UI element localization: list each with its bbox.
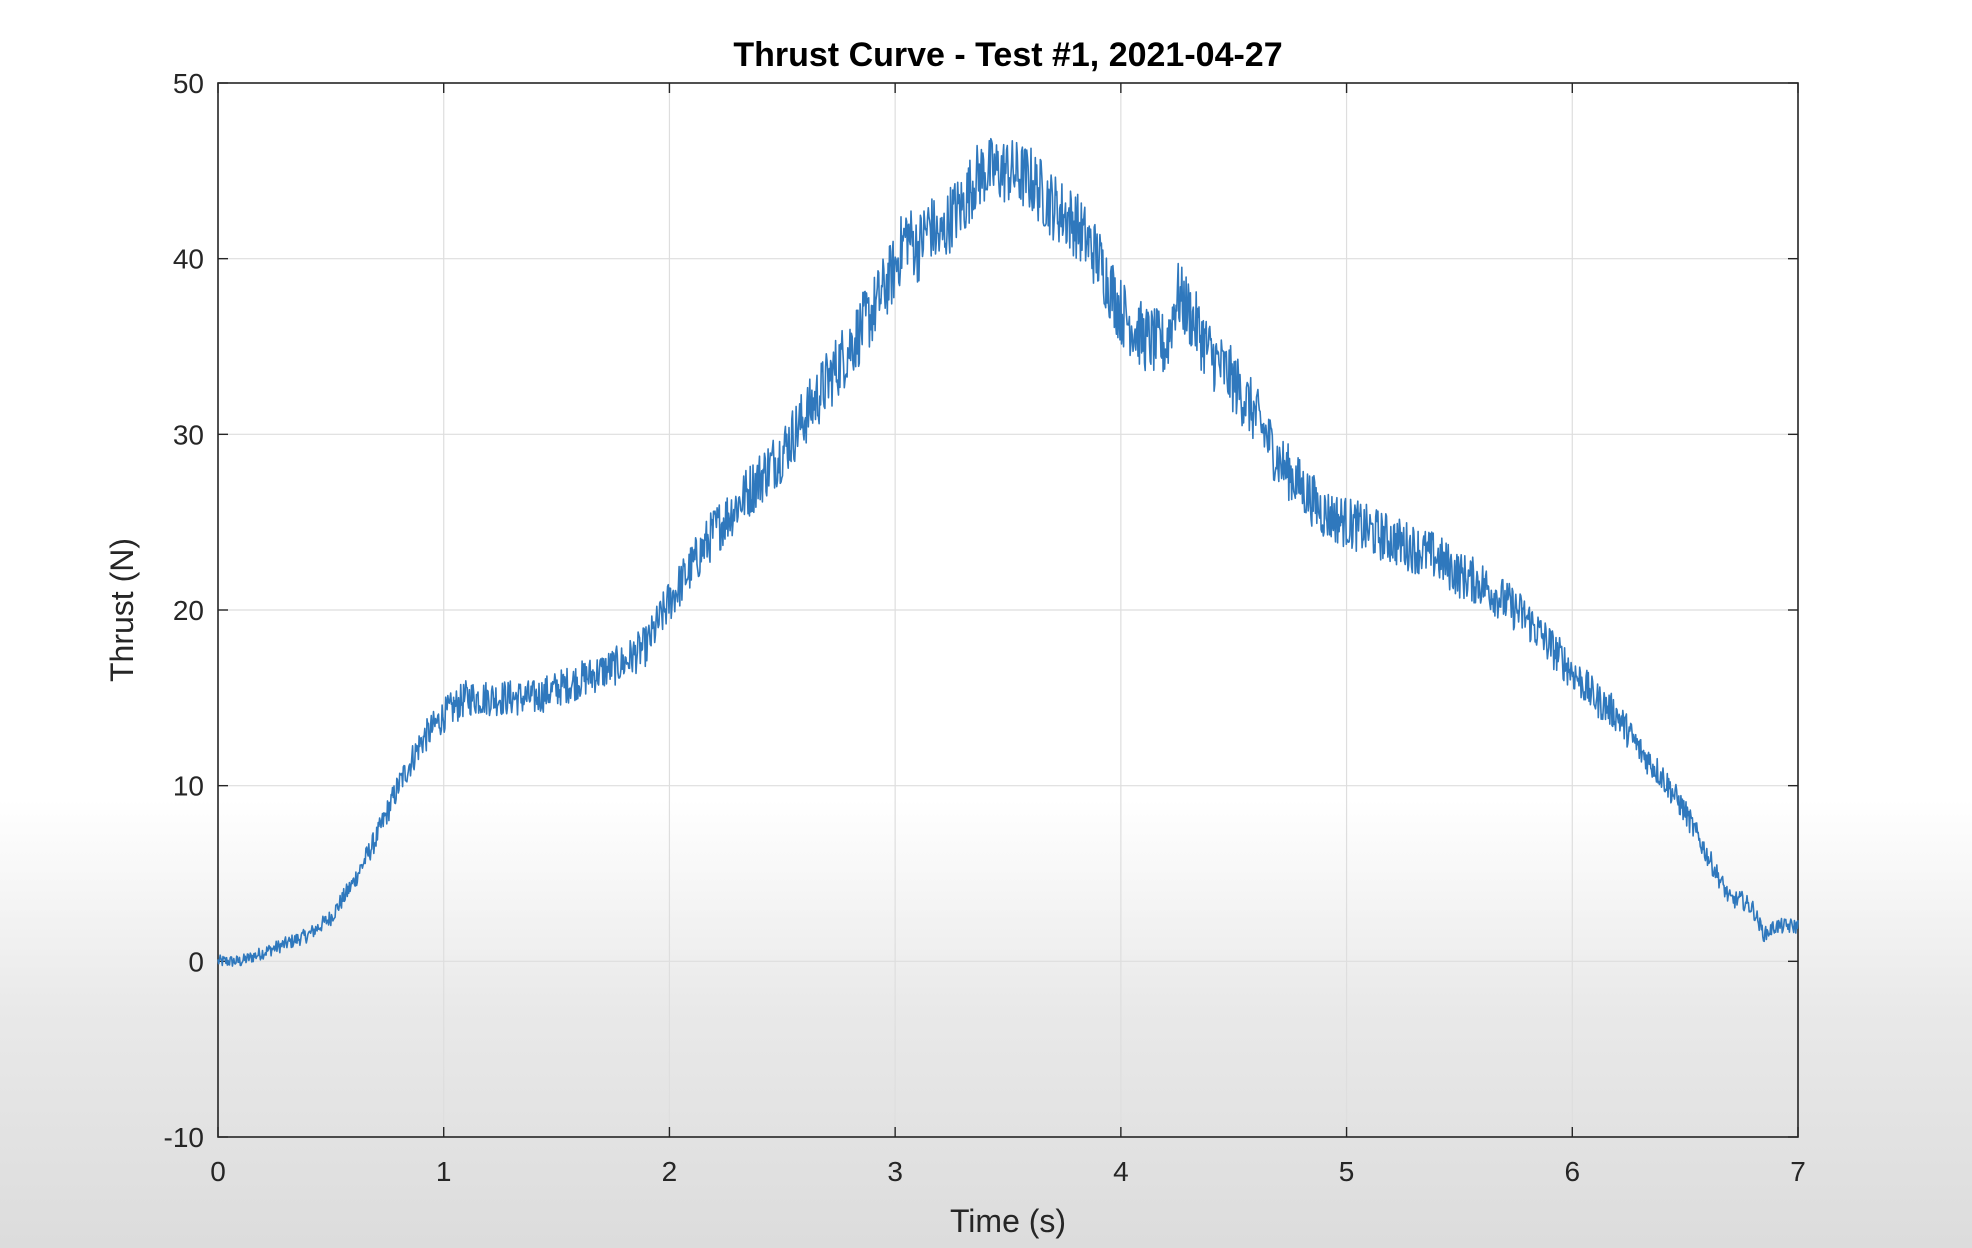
x-tick-label: 0 [210, 1156, 226, 1187]
y-tick-label: 40 [173, 244, 204, 275]
chart-title: Thrust Curve - Test #1, 2021-04-27 [733, 36, 1282, 74]
y-axis-tick-labels: -10 0 10 20 30 40 50 [164, 68, 204, 1153]
y-tick-label: 0 [188, 946, 204, 977]
y-tick-label: 50 [173, 68, 204, 99]
tick-marks [217, 82, 1799, 1138]
y-tick-label: 10 [173, 771, 204, 802]
grid-lines [217, 82, 1799, 1138]
x-tick-label: 3 [887, 1156, 903, 1187]
x-tick-label: 4 [1113, 1156, 1129, 1187]
y-axis-label: Thrust (N) [104, 538, 140, 682]
x-axis-tick-labels: 0 1 2 3 4 5 6 7 [210, 1156, 1806, 1187]
x-axis-label: Time (s) [950, 1203, 1066, 1239]
y-tick-label: 30 [173, 419, 204, 450]
x-tick-label: 5 [1339, 1156, 1355, 1187]
thrust-series-line [217, 137, 1799, 967]
x-tick-label: 7 [1790, 1156, 1806, 1187]
series-layer [217, 137, 1799, 967]
x-tick-label: 6 [1564, 1156, 1580, 1187]
x-tick-label: 1 [436, 1156, 452, 1187]
y-tick-label: 20 [173, 595, 204, 626]
x-tick-label: 2 [662, 1156, 678, 1187]
y-tick-label: -10 [164, 1122, 204, 1153]
